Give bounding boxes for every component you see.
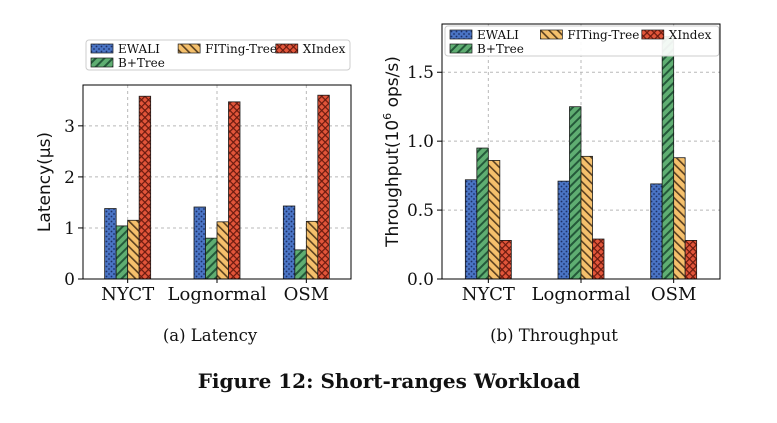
legend-item-b-tree: B+Tree (90, 56, 165, 70)
x-category-label-nyct: NYCT (101, 284, 154, 305)
latency-chart: 0 1 2 3 NYCT Lognormal OSM Latency(μs) EWALIB+Tr… (35, 39, 352, 305)
bar-ewali-osm (282, 205, 296, 280)
figure-caption: Figure 12: Short-ranges Workload (198, 369, 581, 393)
bar-fiting-tree-nyct (127, 219, 140, 280)
legend-item-b-tree: B+Tree (449, 42, 524, 56)
y-tick-label: 0 (64, 270, 75, 290)
y-tick-label: 0.0 (407, 270, 434, 290)
bar-fiting-tree-osm (673, 157, 686, 280)
legend-item-fiting-tree: FITing-Tree (177, 42, 277, 56)
legend-swatch (449, 29, 473, 40)
legend-item-xindex: XIndex (275, 42, 346, 56)
legend-label: FITing-Tree (567, 28, 639, 42)
y-tick-label: 1.5 (407, 63, 434, 83)
legend-label: EWALI (477, 28, 519, 42)
bar-xindex-osm (317, 94, 330, 280)
bar-ewali-osm (650, 183, 663, 280)
bar-xindex-lognormal (228, 101, 241, 280)
bar-b-tree-nyct (476, 147, 489, 280)
legend-label: B+Tree (118, 56, 165, 70)
y-tick-label: 1.0 (407, 132, 434, 152)
legend-swatch (641, 29, 665, 40)
throughput-chart: 0.0 0.5 1.0 1.5 NYCT Lognormal OSM Throughput(1… (381, 23, 721, 305)
bar-xindex-nyct (499, 240, 512, 280)
y-axis-label: Latency(μs) (35, 132, 55, 232)
x-category-label-nyct: NYCT (462, 284, 515, 305)
legend-swatch (90, 57, 114, 68)
bar-fiting-tree-osm (305, 220, 319, 280)
subcaption-latency: (a) Latency (163, 326, 258, 345)
legend-label: B+Tree (477, 42, 524, 56)
legend-item-fiting-tree: FITing-Tree (540, 28, 639, 42)
y-tick-label: 0.5 (407, 201, 434, 221)
bar-b-tree-osm (294, 249, 307, 280)
bar-xindex-nyct (138, 95, 152, 280)
legend-swatch (275, 43, 299, 54)
legend-swatch (449, 43, 473, 54)
legend-item-ewali: EWALI (90, 42, 160, 56)
y-tick-label: 1 (64, 219, 75, 239)
legend-label: XIndex (303, 42, 346, 56)
bar-xindex-osm (684, 240, 698, 280)
legend-item-xindex: XIndex (641, 28, 712, 42)
bar-fiting-tree-lognormal (216, 221, 229, 280)
bar-fiting-tree-lognormal (580, 155, 593, 280)
x-category-label-osm: OSM (284, 284, 330, 305)
bar-fiting-tree-nyct (487, 160, 501, 280)
bar-xindex-lognormal (592, 238, 605, 280)
x-category-label-osm: OSM (651, 284, 697, 305)
bar-b-tree-osm (661, 36, 675, 280)
y-axis-label: Throughput(106 ops/s) (381, 56, 403, 248)
subcaption-throughput: (b) Throughput (490, 326, 618, 345)
legend-label: EWALI (118, 42, 160, 56)
bars (104, 94, 330, 280)
bar-ewali-lognormal (193, 206, 206, 280)
bar-ewali-nyct (104, 208, 117, 280)
x-category-label-lognormal: Lognormal (168, 284, 267, 305)
legend-swatch (540, 29, 563, 40)
y-tick-label: 3 (64, 117, 75, 137)
legend-swatch (177, 43, 201, 54)
legend-swatch (90, 43, 114, 54)
bar-b-tree-lognormal (569, 106, 582, 280)
legend-label: FITing-Tree (205, 42, 277, 56)
legend-item-ewali: EWALI (449, 28, 519, 42)
legend-label: XIndex (669, 28, 712, 42)
bar-ewali-nyct (464, 179, 478, 280)
bar-b-tree-nyct (115, 225, 129, 280)
y-tick-label: 2 (64, 168, 75, 188)
bar-b-tree-lognormal (205, 237, 218, 280)
bar-ewali-lognormal (557, 180, 570, 280)
x-category-label-lognormal: Lognormal (532, 284, 631, 305)
